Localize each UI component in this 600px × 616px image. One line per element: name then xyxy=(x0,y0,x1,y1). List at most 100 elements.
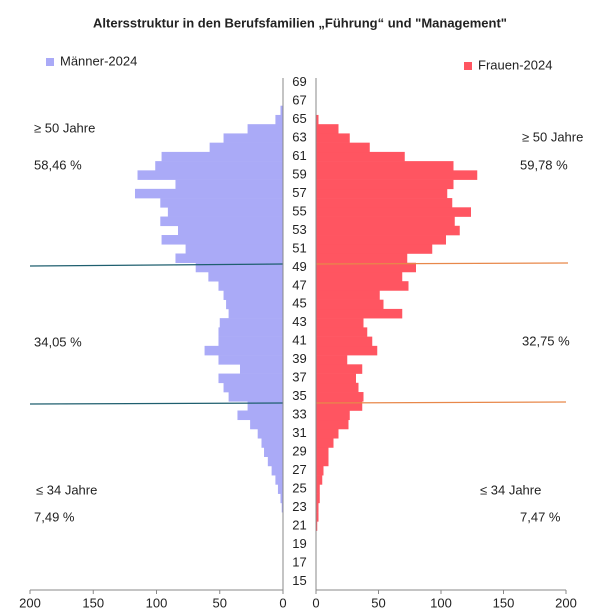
bar xyxy=(161,235,283,245)
y-tick-label: 49 xyxy=(292,259,306,274)
divider xyxy=(29,263,284,267)
y-tick-label: 65 xyxy=(292,111,306,126)
bar xyxy=(161,151,283,162)
y-tick-label: 35 xyxy=(292,388,306,403)
y-tick-label: 19 xyxy=(292,536,306,551)
y-tick-label: 15 xyxy=(292,573,306,588)
y-tick-label: 29 xyxy=(292,444,306,459)
bar xyxy=(247,124,283,134)
bar xyxy=(185,244,283,254)
annotation: 7,49 % xyxy=(34,509,75,524)
bar xyxy=(275,114,283,125)
y-tick-label: 67 xyxy=(292,93,306,108)
y-tick-label: 55 xyxy=(292,203,306,218)
bar xyxy=(316,364,363,374)
bar xyxy=(271,465,283,476)
bar xyxy=(316,475,323,485)
x-tick-label: 200 xyxy=(555,595,577,610)
y-tick-label: 17 xyxy=(292,554,306,569)
x-tick-label: 150 xyxy=(493,595,515,610)
annotation: 7,47 % xyxy=(520,509,561,524)
bar xyxy=(316,419,349,430)
bar xyxy=(219,318,283,328)
bar xyxy=(316,290,380,300)
annotation: ≤ 34 Jahre xyxy=(480,482,541,497)
annotation: ≥ 50 Jahre xyxy=(34,120,95,135)
bar xyxy=(316,253,408,264)
bar xyxy=(316,392,364,402)
bar xyxy=(228,308,283,319)
bar xyxy=(316,493,320,504)
bar xyxy=(316,151,405,162)
y-tick-label: 39 xyxy=(292,351,306,366)
bar xyxy=(316,271,403,282)
y-tick-label: 63 xyxy=(292,129,306,144)
y-tick-label: 51 xyxy=(292,240,306,255)
bar xyxy=(316,235,446,245)
annotation: ≤ 34 Jahre xyxy=(36,482,97,497)
y-tick-label: 21 xyxy=(292,517,306,532)
y-tick-label: 31 xyxy=(292,425,306,440)
bar xyxy=(178,225,283,236)
bar xyxy=(316,465,324,476)
bar xyxy=(316,401,363,411)
legend-label: Frauen-2024 xyxy=(478,57,552,72)
divider xyxy=(315,262,569,265)
bars xyxy=(134,105,478,531)
bar xyxy=(261,438,283,448)
bar xyxy=(218,355,283,365)
bar xyxy=(247,401,283,411)
bar xyxy=(316,262,416,273)
bar xyxy=(316,438,334,448)
x-tick-label: 100 xyxy=(146,595,168,610)
bar xyxy=(137,170,283,180)
bar xyxy=(226,299,283,310)
y-tick-label: 33 xyxy=(292,407,306,422)
y-tick-label: 41 xyxy=(292,333,306,348)
annotation: 59,78 % xyxy=(520,157,568,172)
divider xyxy=(29,402,284,405)
bar xyxy=(316,124,339,134)
bar xyxy=(209,142,283,153)
bar xyxy=(175,179,283,190)
bar xyxy=(257,428,283,439)
y-tick-label: 61 xyxy=(292,148,306,163)
legend-label: Männer-2024 xyxy=(60,53,137,68)
bar xyxy=(160,216,283,227)
bar xyxy=(316,142,370,153)
bar xyxy=(204,345,283,356)
x-tick-label: 50 xyxy=(371,595,385,610)
bar xyxy=(316,299,384,310)
x-tick-label: 150 xyxy=(82,595,104,610)
bar xyxy=(316,382,359,393)
bar xyxy=(167,207,283,217)
annotation: ≥ 50 Jahre xyxy=(522,129,583,144)
bar xyxy=(223,290,283,300)
bar xyxy=(316,216,455,227)
bar xyxy=(237,410,283,421)
bar xyxy=(316,198,453,208)
bar xyxy=(218,327,283,337)
bar xyxy=(223,382,283,393)
bar xyxy=(316,373,356,384)
bar xyxy=(316,161,454,171)
annotation: 58,46 % xyxy=(34,157,82,172)
bar xyxy=(316,318,364,328)
bar xyxy=(316,225,460,236)
y-tick-label: 37 xyxy=(292,370,306,385)
bar xyxy=(160,198,283,208)
bar xyxy=(316,345,378,356)
x-tick-label: 0 xyxy=(279,595,286,610)
bar xyxy=(316,355,348,365)
bar xyxy=(316,428,339,439)
y-tick-label: 45 xyxy=(292,296,306,311)
bar xyxy=(275,475,283,485)
x-tick-label: 0 xyxy=(312,595,319,610)
bar xyxy=(316,207,471,217)
annotation: 34,05 % xyxy=(34,334,82,349)
y-tick-label: 53 xyxy=(292,222,306,237)
chart-title: Altersstruktur in den Berufsfamilien „Fü… xyxy=(93,15,507,30)
legend-swatch xyxy=(46,58,54,66)
bar xyxy=(316,188,448,199)
